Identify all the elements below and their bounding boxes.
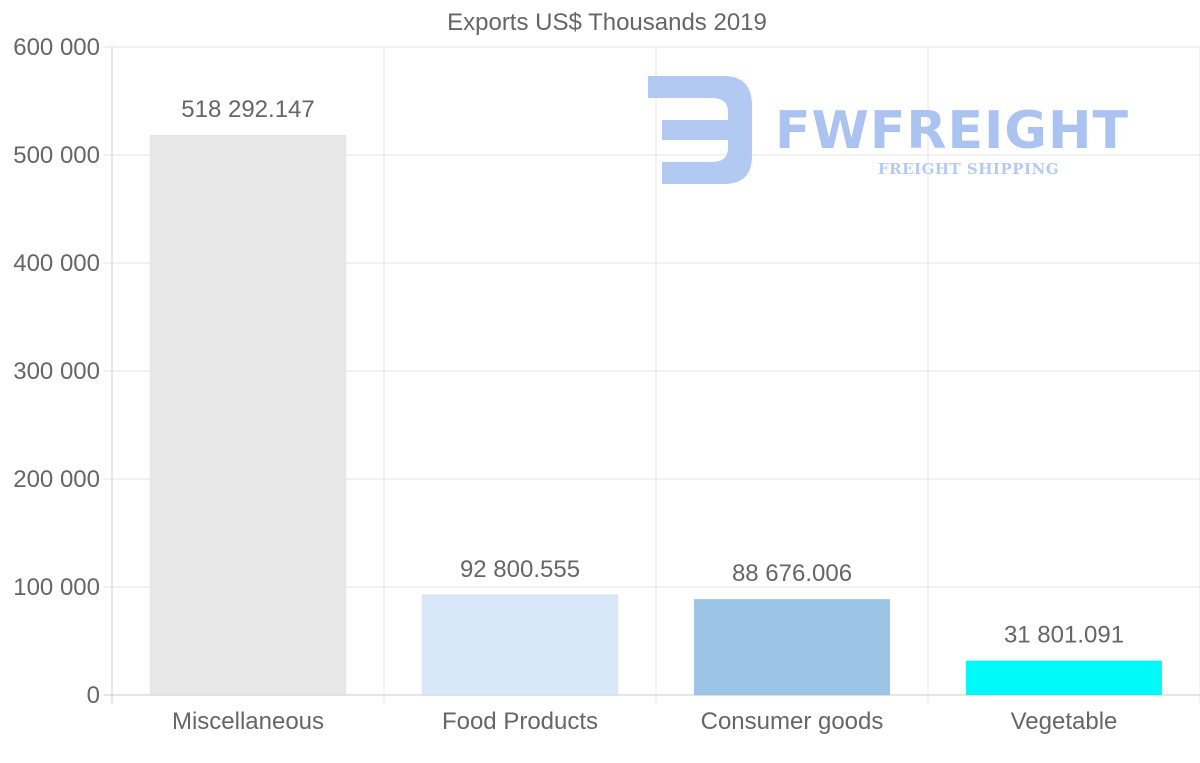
y-tick-label: 600 000 [13,34,100,61]
data-labels: 518 292.147 92 800.555 88 676.006 31 801.09… [181,96,1124,648]
watermark: FWFREIGHT FREIGHT SHIPPING [648,76,1129,184]
bars [149,134,1163,696]
x-axis-labels: Miscellaneous Food Products Consumer goods… [172,708,1117,735]
data-label: 31 801.091 [1004,622,1124,649]
x-tick-label: Consumer goods [701,708,884,735]
y-tick-label: 100 000 [13,574,100,601]
bar-vegetable [965,660,1163,696]
y-tick-label: 400 000 [13,250,100,277]
data-label: 518 292.147 [181,96,314,123]
data-label: 92 800.555 [460,556,580,583]
y-tick-label: 500 000 [13,142,100,169]
y-axis-ticks: 0 100 000 200 000 300 000 400 000 500 000 600 … [13,34,100,709]
data-label: 88 676.006 [732,560,852,587]
bar-food-products [421,594,619,696]
y-tick-label: 300 000 [13,358,100,385]
watermark-name: FWFREIGHT [775,101,1129,161]
watermark-tagline: FREIGHT SHIPPING [878,160,1059,178]
y-tick-label: 0 [87,682,100,709]
fw-logo-icon [648,76,752,184]
x-tick-label: Vegetable [1011,708,1118,735]
x-tick-label: Miscellaneous [172,708,324,735]
bar-miscellaneous [149,134,347,696]
bar-consumer-goods [693,598,891,696]
y-tick-label: 200 000 [13,466,100,493]
x-tick-label: Food Products [442,708,598,735]
chart-title: Exports US$ Thousands 2019 [447,9,767,36]
